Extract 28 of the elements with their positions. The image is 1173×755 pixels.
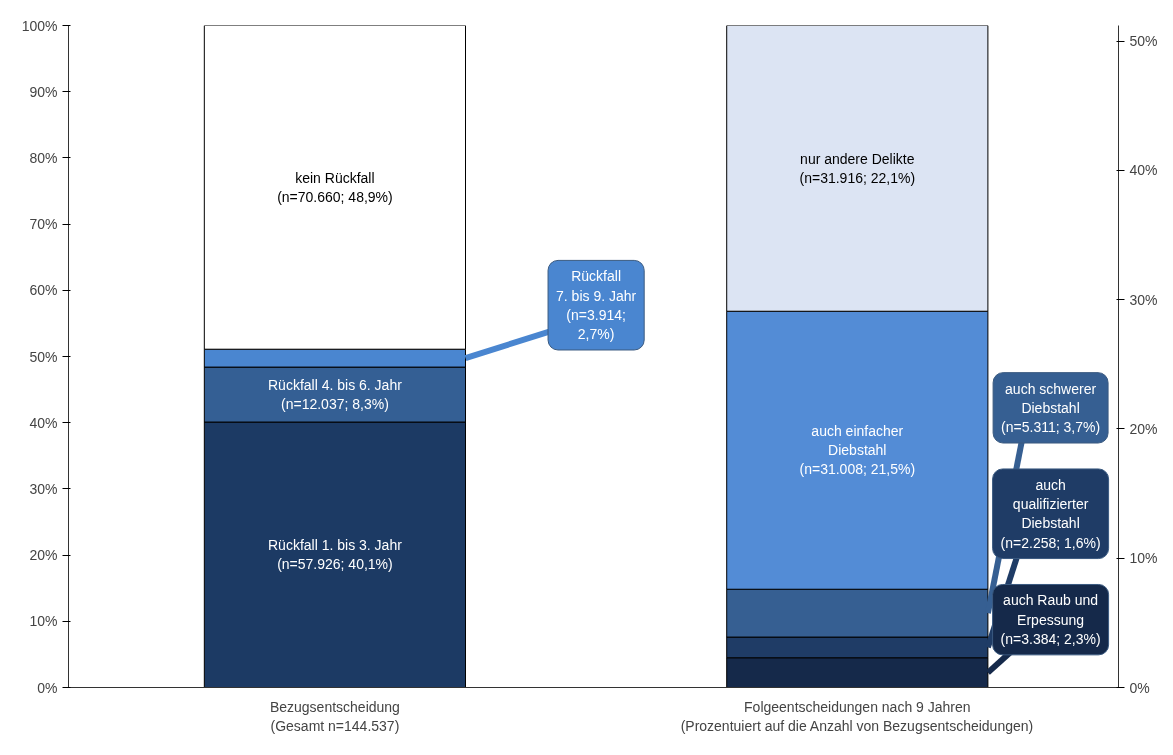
data-label: kein Rückfall (n=70.660; 48,9%) bbox=[277, 169, 393, 205]
y2-tick-label: 50% bbox=[1129, 33, 1158, 50]
y-tick-label: 50% bbox=[29, 348, 58, 365]
y-tick-label: 60% bbox=[29, 282, 58, 299]
data-label: Rückfall 1. bis 3. Jahr (n=57.926; 40,1%) bbox=[268, 537, 403, 573]
data-label: auch Raub und Erpessung (n=3.384; 2,3%) bbox=[1000, 592, 1101, 647]
y-tick-label: 90% bbox=[29, 83, 58, 100]
y-tick-label: 70% bbox=[29, 216, 58, 233]
x-tick-label: Folgeentscheidungen nach 9 Jahren (Prozentuiert auf die Anzahl von Bezugsentscheidungen) bbox=[680, 698, 1034, 734]
y-tick-label: 20% bbox=[29, 547, 58, 564]
y-tick-label: 30% bbox=[29, 480, 58, 497]
data-label: Rückfall 7. bis 9. Jahr (n=3.914; 2,7%) bbox=[556, 268, 637, 342]
data-label: nur andere Delikte (n=31.916; 22,1%) bbox=[799, 150, 916, 186]
data-label: auch qualifizierter Diebstahl (n=2.258; 1,6%) bbox=[1000, 476, 1101, 551]
data-label: auch schwerer Diebstahl (n=5.311; 3,7%) bbox=[1001, 380, 1101, 436]
y2-tick-label: 20% bbox=[1129, 420, 1158, 437]
x-tick-label: Bezugsentscheidung (Gesamt n=144.537) bbox=[269, 698, 400, 734]
y-tick-label: 0% bbox=[37, 679, 58, 696]
y-tick-label: 80% bbox=[29, 149, 58, 166]
y2-tick-label: 30% bbox=[1129, 291, 1158, 308]
y2-tick-label: 10% bbox=[1129, 550, 1158, 567]
data-label: auch einfacher Diebstahl (n=31.008; 21,5%) bbox=[799, 423, 916, 478]
y-tick-label: 40% bbox=[29, 414, 58, 431]
y-tick-label: 100% bbox=[21, 17, 58, 34]
y2-tick-label: 0% bbox=[1129, 679, 1150, 696]
data-label: Rückfall 4. bis 6. Jahr (n=12.037; 8,3%) bbox=[268, 376, 403, 413]
y-tick-label: 10% bbox=[29, 613, 58, 630]
y2-tick-label: 40% bbox=[1129, 162, 1158, 179]
